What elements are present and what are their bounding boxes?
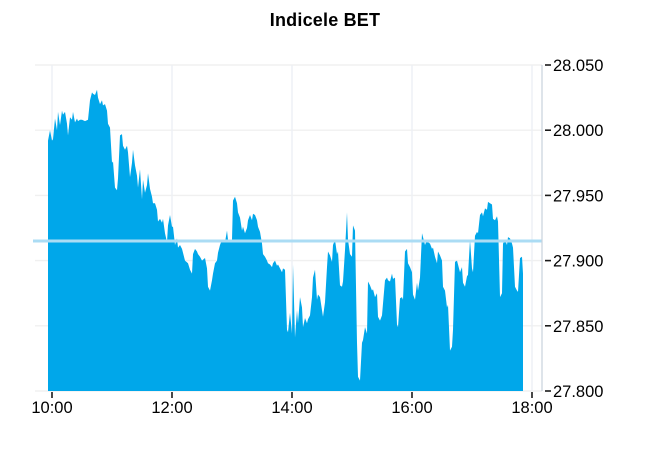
x-axis-label: 14:00 <box>271 399 312 417</box>
y-axis-label: 27.850 <box>553 318 603 336</box>
x-axis-label: 18:00 <box>511 399 552 417</box>
y-axis-label: 28.000 <box>553 122 603 140</box>
x-axis-label: 12:00 <box>151 399 192 417</box>
y-axis-label: 27.800 <box>553 383 603 401</box>
x-axis-label: 16:00 <box>391 399 432 417</box>
x-axis-label: 10:00 <box>31 399 72 417</box>
y-axis-label: 27.950 <box>553 187 603 205</box>
y-axis-label: 27.900 <box>553 253 603 271</box>
bet-area-series <box>48 89 523 392</box>
chart-title: Indicele BET <box>269 10 381 30</box>
y-axis-label: 28.050 <box>553 57 603 75</box>
